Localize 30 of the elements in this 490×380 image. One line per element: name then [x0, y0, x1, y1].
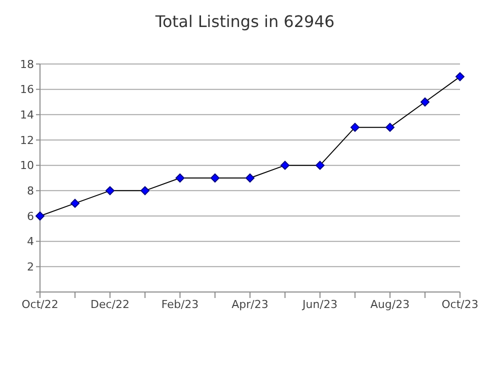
- point: [36, 212, 44, 220]
- x-tick-label: Oct/23: [442, 298, 478, 311]
- y-tick-label: 14: [20, 108, 34, 122]
- y-tick-label: 18: [20, 58, 34, 71]
- y-tick-label: 4: [27, 235, 34, 248]
- point: [176, 174, 184, 182]
- y-tick-label: 16: [20, 83, 34, 96]
- point: [386, 122, 394, 132]
- x-tick-label: Aug/23: [370, 298, 410, 311]
- point: [246, 174, 254, 182]
- x-tick-label: Feb/23: [161, 298, 199, 311]
- x-tick-label: Jun/23: [302, 298, 338, 311]
- point: [280, 160, 290, 170]
- x-tick-label: Apr/23: [232, 298, 268, 311]
- point: [210, 174, 220, 182]
- point: [70, 198, 80, 208]
- point: [456, 72, 464, 82]
- point: [350, 122, 360, 132]
- y-tick-label: 2: [27, 260, 34, 274]
- y-tick-label: 6: [27, 210, 34, 223]
- y-tick-label: 10: [20, 159, 34, 172]
- y-tick-label: 8: [27, 184, 34, 198]
- x-tick-label: Dec/22: [90, 298, 130, 311]
- point: [420, 98, 430, 106]
- x-tick-label: Oct/22: [22, 298, 58, 311]
- chart-title: Total Listings in 62946: [154, 11, 336, 33]
- y-tick-label: 12: [20, 134, 34, 147]
- point: [140, 186, 150, 196]
- point: [106, 186, 114, 196]
- point: [316, 160, 324, 170]
